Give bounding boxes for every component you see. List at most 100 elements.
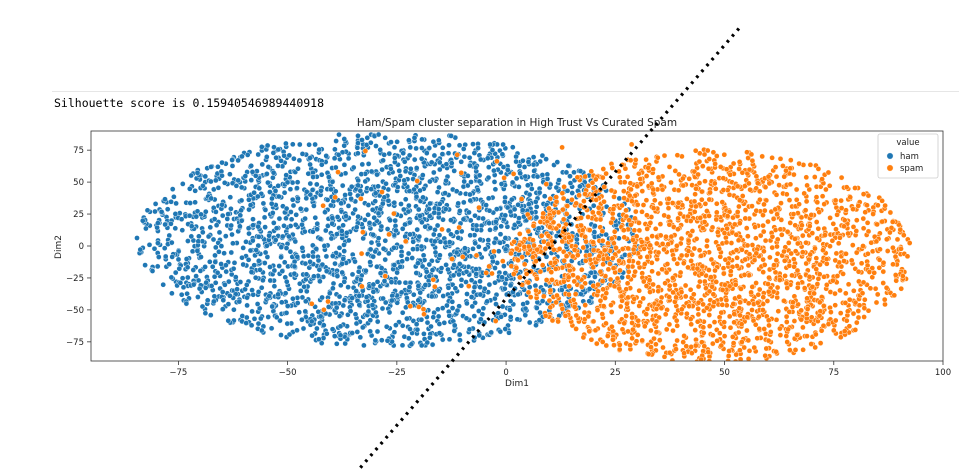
ham-point	[489, 254, 496, 261]
ham-point	[287, 186, 294, 193]
spam-point	[325, 298, 331, 305]
spam-point	[838, 174, 845, 181]
ham-point	[277, 317, 283, 324]
ham-point	[290, 295, 296, 302]
ham-point	[440, 216, 446, 223]
ham-point	[391, 155, 398, 161]
ham-point	[180, 284, 187, 291]
ham-point	[196, 285, 203, 292]
ham-point	[320, 335, 327, 341]
spam-point	[573, 312, 580, 319]
x-tick-label: −75	[169, 368, 187, 378]
ham-point	[353, 224, 360, 231]
spam-point	[605, 266, 612, 273]
spam-point	[629, 198, 635, 205]
spam-point	[769, 154, 775, 161]
ham-point	[202, 264, 208, 270]
ham-point	[268, 200, 275, 207]
spam-point	[889, 219, 896, 225]
spam-point	[655, 249, 662, 256]
ham-point	[380, 245, 387, 252]
ham-point	[477, 291, 484, 298]
ham-point	[202, 310, 209, 317]
ham-point	[419, 219, 425, 226]
ham-point	[357, 276, 364, 283]
ham-point	[249, 287, 255, 293]
ham-point	[276, 263, 283, 269]
ham-point	[245, 225, 252, 232]
ham-point	[187, 200, 194, 206]
ham-point	[271, 267, 278, 274]
ham-point	[394, 138, 400, 145]
ham-point	[229, 157, 235, 163]
spam-point	[582, 280, 588, 287]
ham-point	[386, 309, 393, 316]
spam-point	[804, 306, 811, 312]
ham-point	[228, 249, 235, 256]
spam-point	[700, 348, 706, 354]
spam-point	[439, 226, 445, 233]
ham-point	[286, 331, 293, 338]
ham-point	[185, 238, 191, 244]
ham-point	[275, 182, 282, 189]
ham-point	[466, 209, 472, 216]
spam-point	[900, 232, 907, 239]
ham-point	[283, 140, 289, 147]
ham-point	[467, 232, 474, 239]
ham-point	[362, 217, 368, 223]
spam-point	[762, 184, 769, 191]
spam-point	[883, 236, 890, 243]
ham-point	[514, 316, 521, 323]
ham-point	[337, 323, 344, 330]
ham-point	[452, 285, 459, 292]
ham-point	[439, 336, 446, 343]
spam-point	[578, 222, 585, 229]
spam-point	[860, 215, 867, 222]
spam-point	[766, 274, 772, 281]
spam-point	[643, 311, 650, 318]
spam-point	[693, 203, 699, 210]
y-tick-label: 75	[73, 146, 84, 156]
spam-point	[624, 300, 630, 307]
ham-point	[394, 269, 400, 276]
ham-point	[294, 327, 300, 334]
spam-point	[790, 299, 796, 306]
spam-point	[635, 322, 642, 329]
ham-point	[211, 293, 218, 300]
ham-point	[420, 194, 426, 201]
spam-point	[698, 356, 705, 361]
spam-point	[892, 253, 899, 260]
ham-point	[556, 177, 562, 183]
spam-point	[735, 329, 742, 336]
ham-point	[502, 199, 508, 205]
ham-point	[355, 268, 362, 275]
spam-point	[748, 151, 755, 158]
x-tick-label: −50	[279, 368, 297, 378]
ham-point	[243, 314, 250, 321]
ham-point	[522, 305, 529, 312]
ham-point	[267, 189, 273, 195]
ham-point	[355, 213, 361, 220]
ham-point	[259, 161, 266, 168]
spam-point	[609, 235, 615, 242]
ham-point	[380, 157, 386, 164]
ham-point	[377, 270, 384, 277]
ham-point	[400, 206, 407, 213]
spam-point	[547, 304, 554, 311]
ham-point	[427, 225, 434, 231]
spam-point	[763, 345, 770, 352]
ham-point	[336, 313, 343, 319]
spam-point	[680, 339, 687, 345]
spam-point	[736, 166, 742, 172]
ham-point	[398, 289, 405, 296]
spam-point	[635, 260, 642, 266]
ham-point	[273, 154, 279, 161]
spam-point	[844, 308, 851, 315]
spam-point	[574, 174, 581, 181]
spam-point	[848, 257, 855, 264]
ham-point	[160, 281, 167, 288]
ham-point	[334, 214, 341, 220]
spam-point	[791, 256, 797, 263]
ham-point	[519, 207, 526, 214]
ham-point	[212, 244, 219, 251]
